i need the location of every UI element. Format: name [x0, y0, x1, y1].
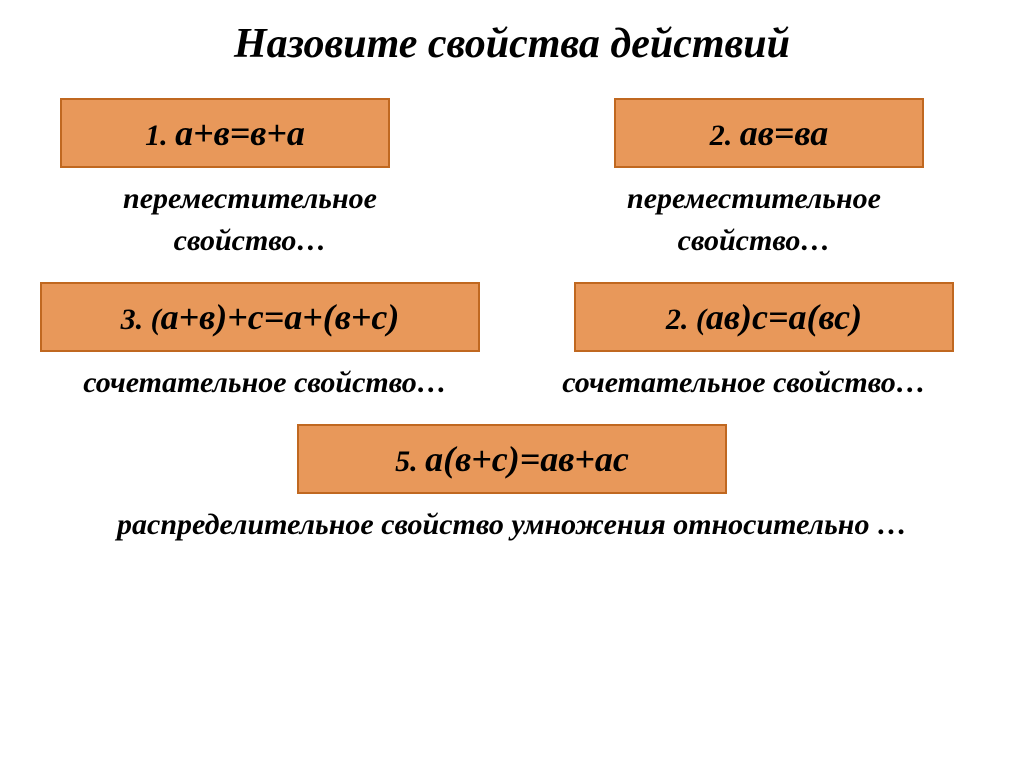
property-label-1: переместительное свойство…: [50, 178, 450, 262]
label-row-2: сочетательное свойство… сочетательное св…: [30, 362, 994, 404]
formula-num-5: 5.: [395, 445, 425, 478]
property-label-2: переместительное свойство…: [554, 178, 954, 262]
formula-row-2: 3. (а+в)+с=а+(в+с) 2. (ав)с=а(вс): [30, 282, 994, 352]
formula-expr-2: ав=ва: [740, 113, 828, 153]
formula-expr-4: ав)с=а(вс): [706, 297, 862, 337]
formula-num-2: 2.: [710, 119, 740, 152]
formula-box-2: 2. ав=ва: [614, 98, 924, 168]
formula-num-4: 2. (: [666, 303, 706, 336]
formula-box-5: 5. а(в+с)=ав+ас: [297, 424, 727, 494]
formula-num-3: 3. (: [121, 303, 161, 336]
label-row-1: переместительное свойство… переместитель…: [30, 178, 994, 262]
formula-expr-5: а(в+с)=ав+ас: [425, 439, 629, 479]
property-label-3: сочетательное свойство…: [45, 362, 485, 404]
formula-box-3: 3. (а+в)+с=а+(в+с): [40, 282, 480, 352]
formula-box-1: 1. а+в=в+а: [60, 98, 390, 168]
formula-row-1: 1. а+в=в+а 2. ав=ва: [30, 98, 994, 168]
formula-num-1: 1.: [145, 119, 175, 152]
formula-box-4: 2. (ав)с=а(вс): [574, 282, 954, 352]
formula-expr-3: а+в)+с=а+(в+с): [161, 297, 400, 337]
property-label-5: распределительное свойство умножения отн…: [30, 502, 994, 547]
formula-expr-1: а+в=в+а: [175, 113, 305, 153]
property-label-4: сочетательное свойство…: [554, 362, 934, 404]
page-title: Назовите свойства действий: [30, 20, 994, 68]
formula-row-3: 5. а(в+с)=ав+ас: [30, 424, 994, 494]
